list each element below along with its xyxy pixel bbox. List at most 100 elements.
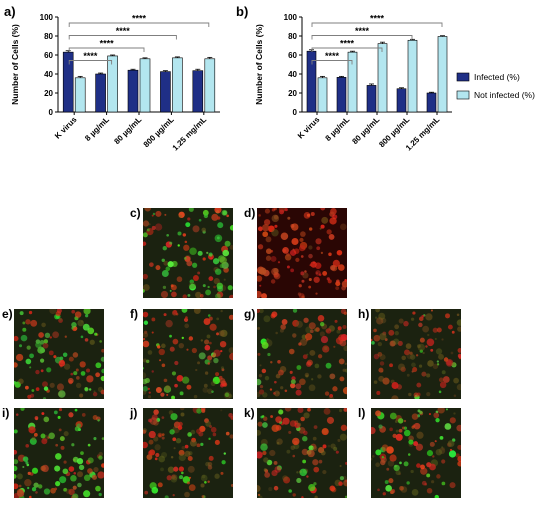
- cell-spot: [333, 446, 338, 451]
- cell-spot: [375, 410, 382, 417]
- cell-spot: [286, 265, 290, 269]
- cell-spot: [85, 314, 89, 318]
- bar-not-infected: [317, 77, 328, 113]
- cell-spot: [320, 224, 325, 229]
- cell-spot: [63, 431, 69, 437]
- cell-spot: [170, 413, 178, 421]
- cell-spot: [336, 329, 341, 334]
- cell-spot: [433, 412, 440, 419]
- cell-spot: [220, 329, 228, 338]
- cell-spot: [14, 449, 18, 455]
- cell-spot: [321, 216, 329, 224]
- cell-spot: [88, 388, 92, 391]
- cell-spot: [213, 357, 219, 364]
- cell-spot: [270, 415, 274, 418]
- cell-spot: [443, 357, 449, 362]
- cell-spot: [46, 367, 52, 373]
- cell-spot: [301, 295, 305, 298]
- cell-spot: [184, 323, 190, 329]
- cell-spot: [144, 490, 149, 495]
- cell-spot: [290, 379, 296, 385]
- cell-spot: [97, 386, 104, 392]
- cell-spot: [288, 489, 292, 493]
- cell-spot: [188, 476, 192, 479]
- cell-spot: [408, 435, 414, 442]
- cell-spot: [63, 487, 68, 492]
- cell-spot: [404, 349, 410, 356]
- cell-spot: [202, 387, 209, 393]
- bar-infected: [160, 71, 171, 113]
- cell-spot: [212, 258, 220, 265]
- cell-spot: [162, 285, 167, 290]
- cell-spot: [330, 265, 336, 271]
- micrograph-image: [14, 408, 104, 498]
- cell-spot: [184, 444, 189, 449]
- cell-spot: [420, 467, 428, 475]
- cell-spot: [262, 450, 267, 456]
- cell-spot: [444, 423, 452, 430]
- cell-spot: [161, 363, 166, 368]
- cell-spot: [191, 347, 197, 354]
- cell-spot: [77, 319, 84, 327]
- cell-spot: [76, 458, 84, 465]
- cell-spot: [97, 419, 100, 422]
- cell-spot: [305, 333, 313, 341]
- cell-spot: [263, 315, 271, 323]
- cell-spot: [48, 432, 55, 440]
- cell-spot: [257, 275, 263, 282]
- cell-spot: [410, 317, 415, 321]
- cell-spot: [143, 367, 145, 370]
- cell-spot: [178, 214, 182, 218]
- cell-spot: [434, 494, 439, 498]
- cell-spot: [35, 369, 40, 375]
- cell-spot: [81, 320, 84, 323]
- cell-spot: [42, 342, 49, 349]
- cell-spot: [176, 276, 183, 283]
- cell-spot: [257, 421, 263, 427]
- cell-spot: [289, 249, 297, 256]
- cell-spot: [188, 336, 194, 341]
- micrograph-label: j): [130, 406, 138, 420]
- bar-not-infected: [407, 39, 418, 113]
- cell-spot: [165, 319, 173, 328]
- significance-bracket: [311, 35, 413, 40]
- cell-spot: [149, 262, 154, 267]
- cell-spot: [438, 447, 446, 454]
- cell-spot: [269, 449, 276, 457]
- cell-spot: [302, 459, 307, 464]
- cell-spot: [206, 334, 211, 339]
- cell-spot: [183, 317, 189, 323]
- cell-spot: [326, 416, 335, 424]
- cell-spot: [75, 368, 79, 372]
- cell-spot: [144, 377, 150, 384]
- cell-spot: [438, 353, 444, 360]
- cell-spot: [303, 248, 306, 251]
- cell-spot: [153, 409, 159, 415]
- cell-spot: [275, 373, 281, 379]
- cell-spot: [434, 440, 437, 443]
- x-tick-label: 80 µg/mL: [350, 115, 381, 146]
- cell-spot: [25, 319, 31, 325]
- cell-spot: [456, 313, 460, 317]
- cell-spot: [172, 338, 179, 345]
- cell-spot: [411, 370, 414, 373]
- cell-spot: [204, 371, 209, 375]
- cell-spot: [186, 384, 192, 390]
- cell-spot: [219, 340, 227, 348]
- cell-spot: [386, 467, 390, 471]
- cell-spot: [80, 451, 84, 455]
- y-tick-label: 0: [293, 108, 298, 117]
- cell-spot: [274, 466, 282, 473]
- cell-spot: [143, 311, 149, 318]
- cell-spot: [332, 386, 338, 392]
- cell-spot: [406, 373, 410, 377]
- cell-spot: [95, 372, 101, 378]
- cell-spot: [292, 493, 296, 497]
- cell-spot: [181, 336, 184, 340]
- cell-spot: [189, 279, 194, 284]
- cell-spot: [207, 285, 210, 289]
- cell-spot: [295, 389, 302, 396]
- cell-spot: [176, 374, 184, 382]
- cell-spot: [415, 354, 419, 357]
- cell-spot: [161, 343, 166, 349]
